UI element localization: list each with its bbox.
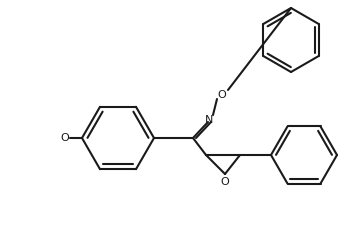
Text: O: O: [220, 177, 230, 187]
Text: O: O: [218, 90, 226, 100]
Text: N: N: [205, 115, 213, 125]
Text: O: O: [60, 133, 70, 143]
